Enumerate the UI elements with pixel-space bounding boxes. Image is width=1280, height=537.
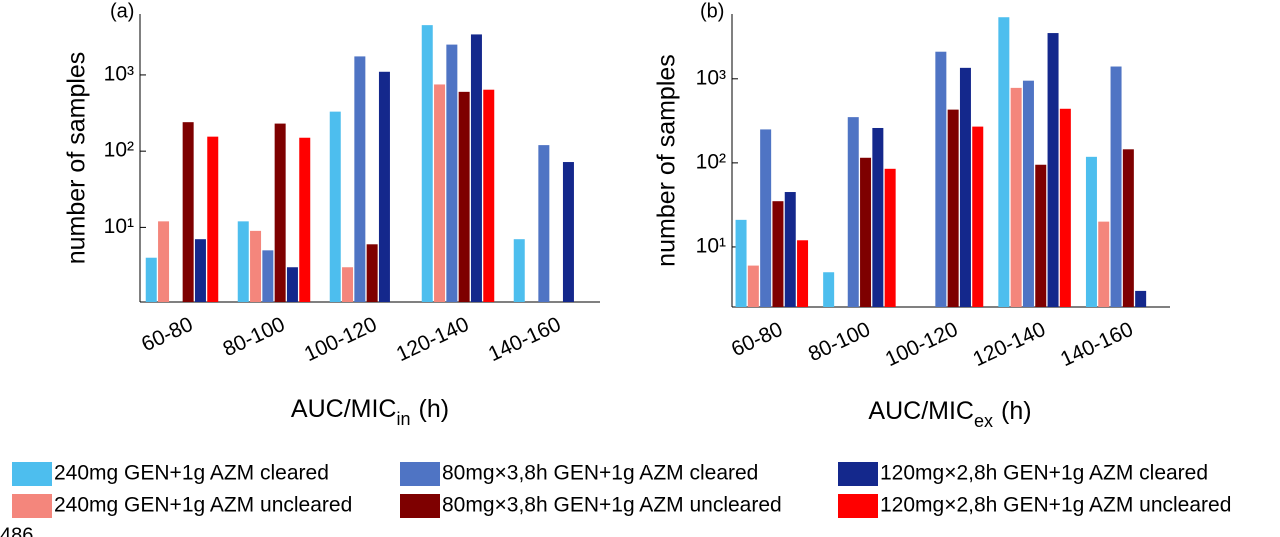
bar <box>747 265 759 307</box>
bar <box>760 129 772 307</box>
x-label-main: AUC/MIC <box>291 395 397 423</box>
x-tick-label: 80-100 <box>805 318 874 366</box>
page-number: 486 <box>0 524 33 537</box>
legend-label: 240mg GEN+1g AZM cleared <box>54 462 329 485</box>
x-label-sub: ex <box>974 411 993 431</box>
y-tick-label: 10¹ <box>696 234 726 257</box>
bar <box>446 44 458 302</box>
bar <box>483 89 495 302</box>
legend-swatch <box>400 494 440 518</box>
x-label-unit: (h) <box>1001 397 1032 425</box>
bar <box>562 162 574 302</box>
bar <box>434 84 446 302</box>
bar <box>998 17 1010 307</box>
bar <box>207 136 219 302</box>
y-tick-label: 10² <box>104 139 134 162</box>
x-tick-label: 120-140 <box>969 318 1049 371</box>
x-label-main: AUC/MIC <box>868 397 974 425</box>
bar <box>299 137 311 302</box>
bar <box>237 221 249 302</box>
bar <box>158 221 170 302</box>
x-tick-label: 120-140 <box>393 313 473 366</box>
bar <box>784 192 796 307</box>
bar <box>342 267 354 302</box>
bar <box>860 157 872 307</box>
x-axis-label: AUC/MICex (h) <box>868 397 1031 431</box>
bar <box>1122 149 1134 307</box>
legend-label: 80mg×3,8h GEN+1g AZM cleared <box>442 462 758 485</box>
x-tick-label: 140-160 <box>1057 318 1137 371</box>
bar <box>1110 66 1122 307</box>
panel-label: (b) <box>700 0 724 22</box>
bar <box>470 34 482 303</box>
x-tick-label: 100-120 <box>301 313 381 366</box>
bar <box>145 257 157 302</box>
x-label-unit: (h) <box>419 395 450 423</box>
bar <box>823 272 835 307</box>
bar <box>1059 108 1071 307</box>
x-label-sub: in <box>396 409 410 429</box>
bar <box>735 219 747 307</box>
bar <box>797 240 809 307</box>
bar <box>972 126 984 307</box>
bar <box>1135 290 1147 307</box>
legend-swatch <box>838 494 878 518</box>
x-tick-label: 60-80 <box>138 313 196 357</box>
bar <box>329 111 341 302</box>
bar <box>194 239 206 302</box>
bar <box>458 91 470 302</box>
bar <box>354 56 366 302</box>
x-tick-label: 100-120 <box>882 318 962 371</box>
bar <box>772 201 784 307</box>
bar <box>513 239 525 302</box>
bar <box>947 109 959 307</box>
bar <box>182 122 194 302</box>
bar <box>872 127 884 307</box>
legend-label: 80mg×3,8h GEN+1g AZM uncleared <box>442 494 782 517</box>
bar <box>250 230 262 302</box>
x-tick-label: 60-80 <box>728 318 786 362</box>
bar <box>1098 221 1110 307</box>
bar <box>538 145 550 302</box>
bar <box>378 71 390 302</box>
panel-label: (a) <box>110 0 134 22</box>
y-tick-label: 10² <box>696 150 726 173</box>
legend-swatch <box>838 462 878 486</box>
y-axis-label: number of samples <box>63 52 91 265</box>
bar <box>262 250 274 302</box>
bar <box>1035 164 1047 307</box>
legend-label: 120mg×2,8h GEN+1g AZM cleared <box>880 462 1208 485</box>
bar <box>1022 80 1034 307</box>
y-tick-label: 10³ <box>696 66 726 89</box>
legend-swatch <box>12 494 52 518</box>
y-tick-label: 10¹ <box>104 215 134 238</box>
x-tick-label: 80-100 <box>219 313 288 361</box>
x-tick-label: 140-160 <box>485 313 565 366</box>
bar <box>935 51 947 308</box>
bar <box>421 25 433 303</box>
y-tick-label: 10³ <box>104 62 134 85</box>
bar <box>884 168 896 307</box>
legend-swatch <box>400 462 440 486</box>
bar <box>366 244 378 302</box>
bar <box>1047 33 1059 308</box>
bar <box>847 117 859 307</box>
y-axis-label: number of samples <box>653 54 681 267</box>
bar <box>1010 87 1022 307</box>
legend-label: 120mg×2,8h GEN+1g AZM uncleared <box>880 494 1231 517</box>
bar <box>959 67 971 307</box>
legend-label: 240mg GEN+1g AZM uncleared <box>54 494 352 517</box>
bar <box>286 267 298 302</box>
bar <box>274 123 286 302</box>
legend-swatch <box>12 462 52 486</box>
x-axis-label: AUC/MICin (h) <box>291 395 449 429</box>
bar <box>1085 156 1097 307</box>
